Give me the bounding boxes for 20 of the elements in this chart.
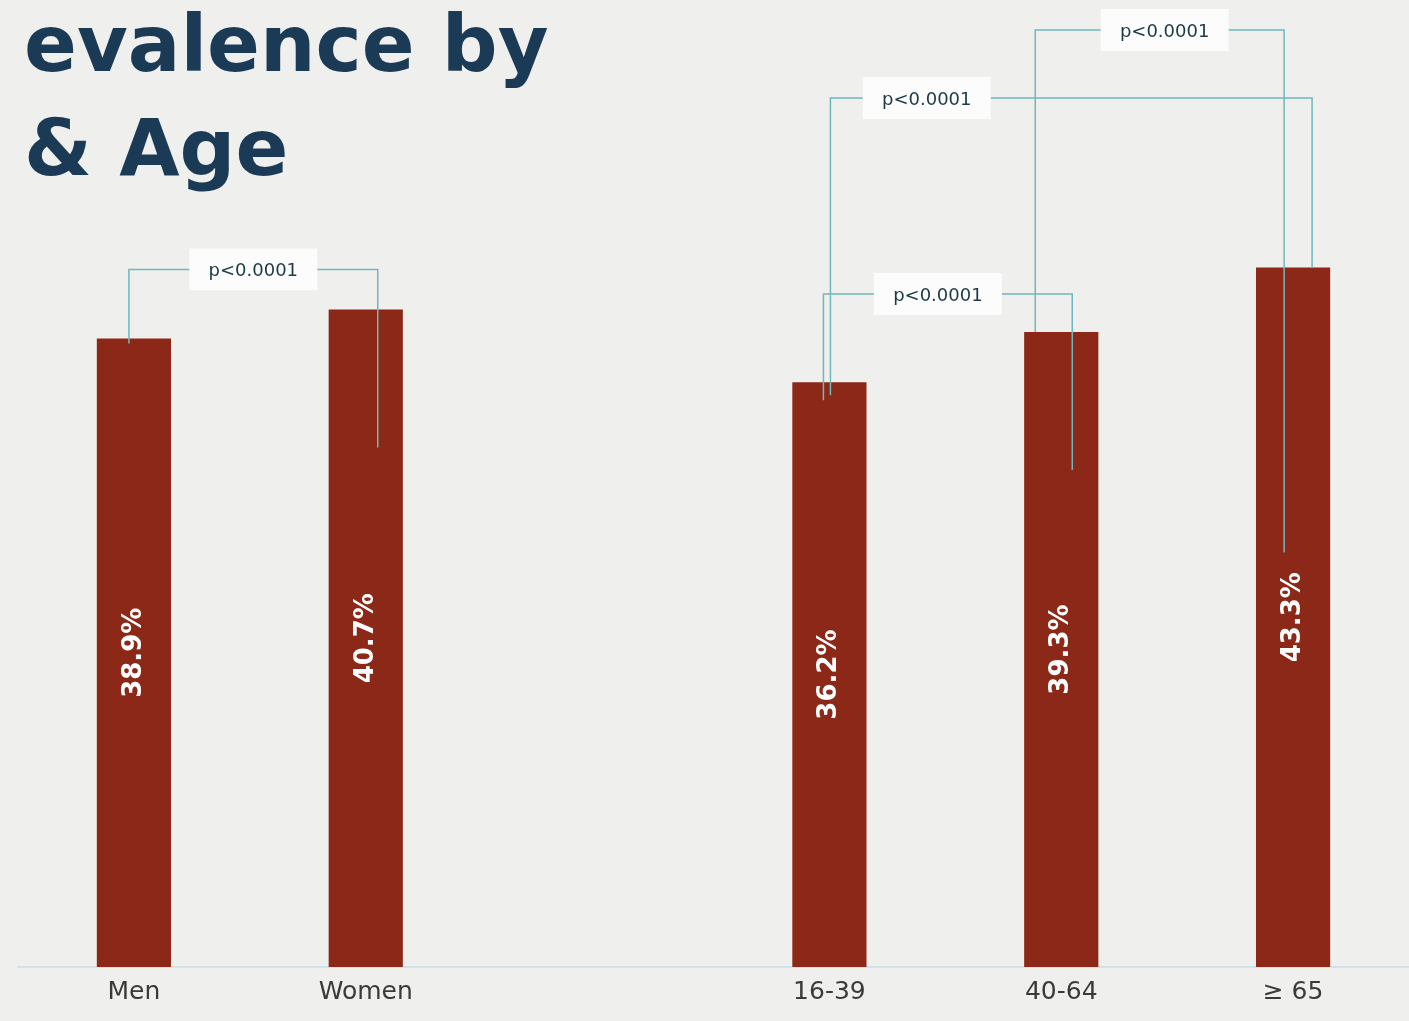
data-label: 40.7% — [348, 593, 379, 684]
x-tick-label: 16-39 — [793, 975, 866, 1005]
bar — [1255, 267, 1331, 967]
text: p<0.0001 — [1119, 19, 1210, 41]
data-label: 39.3% — [1044, 604, 1074, 695]
bar — [96, 338, 172, 967]
x-tick-label: ≥ 65 — [1262, 975, 1324, 1005]
x-tick-label: Men — [107, 975, 161, 1005]
annotation: p<0.0001 — [893, 283, 983, 305]
chart-title: evalence by & Age — [24, 0, 549, 195]
data-label: 36.2% — [812, 629, 843, 720]
text: p<0.0001 — [882, 87, 972, 109]
data-label: 38.9% — [116, 607, 147, 698]
x-tick-label: 40-64 — [1024, 975, 1098, 1005]
x-tick-label: Women — [318, 975, 413, 1005]
bar — [328, 309, 403, 967]
bar — [792, 382, 867, 967]
data-label: 43.3% — [1275, 572, 1306, 663]
bar — [1024, 332, 1099, 967]
annotation: p<0.0001 — [208, 258, 299, 280]
